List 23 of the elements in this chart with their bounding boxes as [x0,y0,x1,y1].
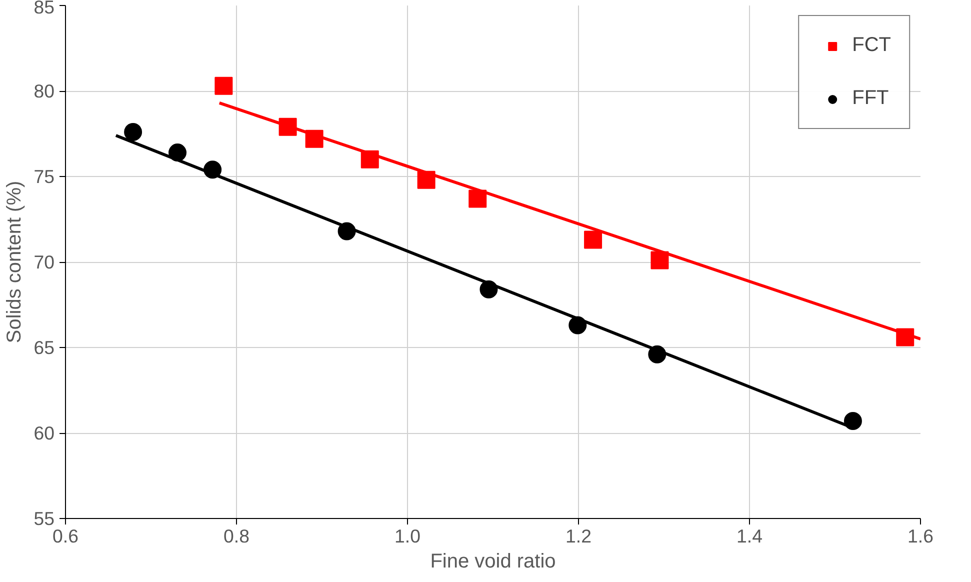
legend-label: FFT [852,87,889,110]
point [214,76,233,95]
y-axis-title: Solids content (%) [4,180,26,344]
legend-label: FCT [852,34,891,57]
y-tick-label: 55 [34,508,55,529]
y-tick-label: 65 [34,337,55,358]
x-axis-title: Fine void ratio [430,550,556,572]
x-tick-label: 1.0 [394,526,420,546]
point [124,123,142,142]
x-tick-label: 1.6 [908,526,934,546]
point [650,251,669,270]
point [844,412,862,430]
y-tick-label: 60 [34,422,55,444]
y-tick-label: 75 [34,166,55,187]
point [584,230,602,249]
x-tick-label: 0.6 [52,526,78,546]
x-tick-label: 1.4 [736,526,762,546]
x-tick-label: 0.8 [224,526,250,546]
y-tick-label: 80 [34,80,55,102]
x-tick-label: 1.2 [566,526,592,546]
point [468,190,487,208]
y-tick-label: 70 [34,252,55,272]
y-tick-label: 85 [34,0,55,18]
